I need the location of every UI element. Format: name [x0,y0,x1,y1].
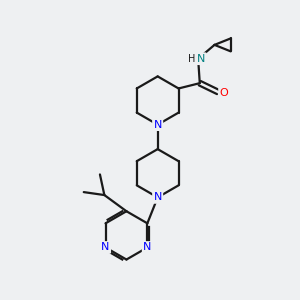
Text: N: N [154,192,162,203]
Text: N: N [197,54,206,64]
Text: N: N [143,242,152,253]
Text: N: N [101,242,110,253]
Text: O: O [220,88,228,98]
Text: N: N [154,120,162,130]
Text: H: H [188,54,196,64]
